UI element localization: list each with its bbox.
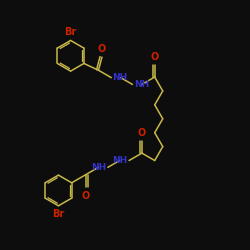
Text: O: O [150, 52, 159, 62]
Text: NH: NH [112, 156, 128, 165]
Text: NH: NH [91, 163, 106, 172]
Text: NH: NH [134, 80, 149, 89]
Text: NH: NH [112, 73, 128, 82]
Text: Br: Br [64, 28, 77, 38]
Text: O: O [82, 190, 90, 200]
Text: Br: Br [52, 209, 64, 219]
Text: O: O [138, 128, 146, 138]
Text: O: O [98, 44, 106, 54]
